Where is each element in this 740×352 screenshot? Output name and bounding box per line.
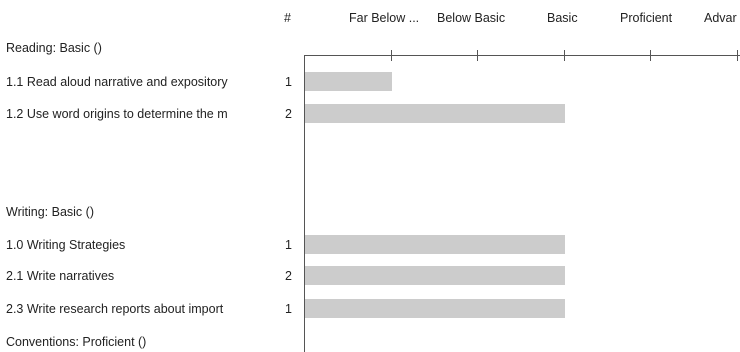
left-axis-line	[304, 55, 305, 352]
row-bar	[305, 104, 565, 123]
level-header-basic: Basic	[547, 11, 578, 25]
group-title-conventions: Conventions: Proficient ()	[6, 335, 147, 349]
row-label: 2.1 Write narratives	[6, 269, 115, 283]
axis-tick	[737, 50, 738, 61]
row-bar	[305, 72, 392, 91]
axis-tick	[477, 50, 478, 61]
row-label: 1.0 Writing Strategies	[6, 238, 126, 252]
row-label: 1.2 Use word origins to determine the m	[6, 107, 228, 121]
group-title-reading: Reading: Basic ()	[6, 41, 102, 55]
level-header-far-below: Far Below ...	[349, 11, 420, 25]
axis-tick	[564, 50, 565, 61]
row-count: 1	[285, 238, 292, 252]
row-bar	[305, 266, 565, 285]
level-header-advanced: Advar	[704, 11, 737, 25]
row-count: 1	[285, 302, 292, 316]
level-header-below-basic: Below Basic	[437, 11, 506, 25]
level-header-proficient: Proficient	[620, 11, 673, 25]
row-count: 2	[285, 269, 292, 283]
row-bar	[305, 235, 565, 254]
row-count: 2	[285, 107, 292, 121]
row-label: 1.1 Read aloud narrative and expository	[6, 75, 228, 89]
axis-tick	[391, 50, 392, 61]
row-bar	[305, 299, 565, 318]
row-count: 1	[285, 75, 292, 89]
row-label: 2.3 Write research reports about import	[6, 302, 224, 316]
count-column-header: #	[284, 11, 291, 25]
top-axis-line	[304, 55, 740, 56]
axis-tick	[650, 50, 651, 61]
group-title-writing: Writing: Basic ()	[6, 205, 94, 219]
